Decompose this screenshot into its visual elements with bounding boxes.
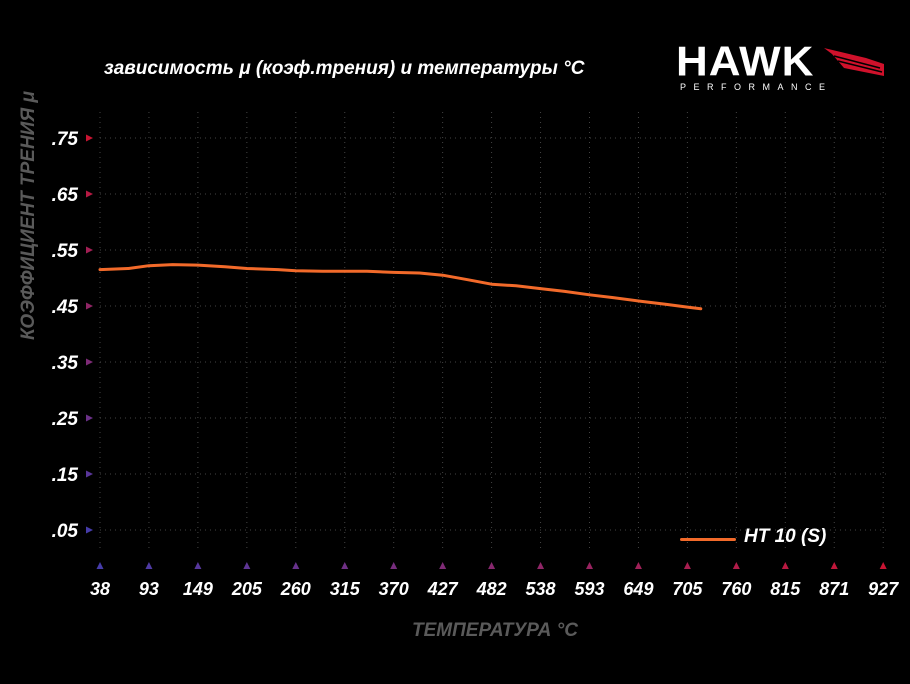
x-tick-label: 760 bbox=[721, 579, 751, 599]
x-tick-label: 649 bbox=[623, 579, 653, 599]
y-tick-label: .15 bbox=[52, 465, 79, 486]
y-tick-marker bbox=[86, 470, 93, 478]
x-axis-label: ТЕМПЕРАТУРА °С bbox=[412, 620, 578, 641]
y-tick-label: .45 bbox=[52, 297, 79, 318]
legend-swatch bbox=[680, 538, 736, 541]
x-tick-marker bbox=[439, 562, 447, 569]
x-tick-label: 427 bbox=[427, 579, 459, 599]
y-tick-marker bbox=[86, 246, 93, 254]
y-axis-label: КОЭФФИЦИЕНТ ТРЕНИЯ μ bbox=[18, 91, 39, 340]
y-tick-marker bbox=[86, 358, 93, 366]
legend-label: HT 10 (S) bbox=[744, 526, 827, 547]
x-tick-label: 538 bbox=[526, 579, 556, 599]
x-tick-marker bbox=[243, 562, 251, 569]
x-tick-marker bbox=[537, 562, 545, 569]
x-tick-marker bbox=[96, 562, 104, 569]
x-tick-marker bbox=[879, 562, 887, 569]
y-tick-label: .05 bbox=[52, 521, 79, 542]
x-tick-label: 705 bbox=[672, 579, 703, 599]
x-tick-label: 370 bbox=[379, 579, 409, 599]
x-tick-marker bbox=[781, 562, 789, 569]
x-tick-marker bbox=[683, 562, 691, 569]
x-tick-marker bbox=[292, 562, 300, 569]
x-tick-label: 815 bbox=[770, 579, 801, 599]
hawk-performance-logo: HAWK PERFORMANCE bbox=[676, 40, 886, 96]
x-tick-marker bbox=[634, 562, 642, 569]
x-tick-marker bbox=[341, 562, 349, 569]
y-tick-marker bbox=[86, 134, 93, 142]
x-tick-label: 149 bbox=[183, 579, 213, 599]
series-line bbox=[98, 263, 703, 311]
y-tick-marker bbox=[86, 414, 93, 422]
x-tick-marker bbox=[586, 562, 593, 569]
logo-subtitle: PERFORMANCE bbox=[680, 82, 833, 92]
y-tick-label: .35 bbox=[52, 353, 79, 374]
x-tick-label: 482 bbox=[476, 579, 507, 599]
x-tick-marker bbox=[390, 562, 398, 569]
y-tick-marker bbox=[86, 190, 93, 198]
x-tick-label: 38 bbox=[90, 579, 110, 599]
x-tick-marker bbox=[145, 562, 153, 569]
x-tick-label: 260 bbox=[280, 579, 311, 599]
y-tick-label: .55 bbox=[52, 241, 79, 262]
x-tick-label: 93 bbox=[139, 579, 159, 599]
y-tick-label: .65 bbox=[52, 185, 79, 206]
x-tick-label: 593 bbox=[574, 579, 604, 599]
x-tick-label: 871 bbox=[819, 579, 849, 599]
x-tick-marker bbox=[830, 562, 838, 569]
x-tick-marker bbox=[194, 562, 202, 569]
x-tick-label: 315 bbox=[330, 579, 361, 599]
y-tick-marker bbox=[86, 302, 93, 310]
y-tick-label: .75 bbox=[52, 129, 79, 150]
x-tick-label: 205 bbox=[231, 579, 263, 599]
y-tick-label: .25 bbox=[52, 409, 79, 430]
chart-title: зависимость μ (коэф.трения) и температур… bbox=[104, 58, 585, 79]
x-tick-label: 927 bbox=[868, 579, 899, 599]
x-tick-marker bbox=[488, 562, 496, 569]
y-tick-marker bbox=[86, 526, 93, 534]
wing-icon bbox=[824, 48, 884, 76]
x-tick-marker bbox=[732, 562, 740, 569]
logo-word: HAWK bbox=[676, 38, 815, 85]
